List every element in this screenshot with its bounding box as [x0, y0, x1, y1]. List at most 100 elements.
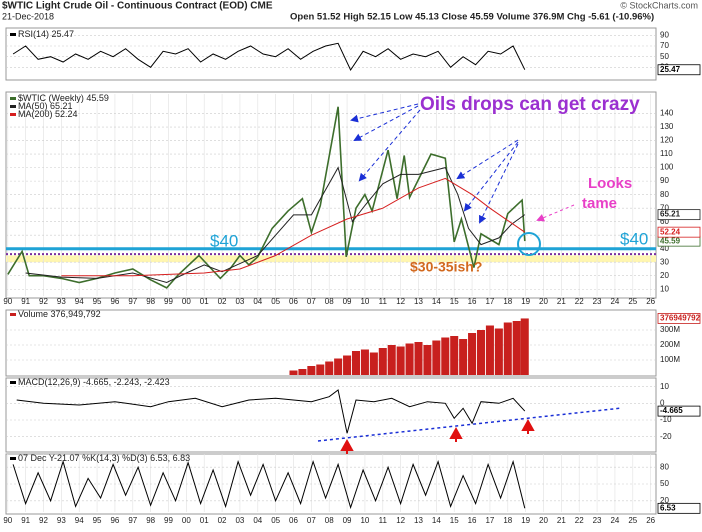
arrow	[479, 143, 519, 224]
x-tick-label: 25	[628, 297, 637, 306]
x-tick-label: 22	[575, 297, 584, 306]
x-tick-label: 06	[289, 516, 298, 525]
y-tick-label: 80	[660, 462, 669, 471]
volume-bar	[494, 328, 503, 375]
legend-entry: RSI(14) 25.47	[18, 29, 74, 39]
y-tick-label: 0	[660, 398, 665, 407]
legend-entry: MACD(12,26,9) -4.665, -2.243, -2.423	[18, 377, 170, 387]
volume-bar	[289, 370, 298, 375]
up-arrow	[521, 418, 535, 434]
legend-name: RSI(14)	[18, 29, 49, 39]
volume-bar	[334, 358, 343, 375]
header-quote: Open 51.52 High 52.15 Low 45.13 Close 45…	[290, 12, 654, 23]
y-tick-label: -20	[660, 432, 672, 441]
x-tick-label: 13	[414, 297, 423, 306]
volume-bar	[414, 342, 423, 375]
last-value-label: 376949792	[660, 314, 701, 323]
arrow	[358, 109, 421, 182]
volume-bar	[441, 337, 450, 375]
x-tick-label: 97	[128, 516, 137, 525]
x-tick-label: 15	[450, 516, 459, 525]
x-tick-label: 26	[646, 297, 655, 306]
x-tick-label: 17	[485, 297, 494, 306]
highlight-circle	[517, 232, 541, 256]
x-tick-label: 07	[307, 297, 316, 306]
arrow	[463, 141, 519, 212]
y-tick-label: 100	[660, 163, 674, 172]
volume-bar	[378, 348, 387, 375]
arrow	[350, 103, 419, 123]
x-tick-label: 20	[539, 297, 548, 306]
x-tick-label: 12	[396, 297, 405, 306]
annotation: $40	[210, 231, 238, 250]
x-tick-label: 03	[235, 297, 244, 306]
x-tick-label: 90	[3, 297, 12, 306]
x-tick-label: 14	[432, 297, 441, 306]
x-tick-label: 21	[557, 297, 566, 306]
volume-bar	[405, 343, 414, 375]
x-tick-label: 16	[468, 516, 477, 525]
volume-bar	[307, 366, 316, 375]
y-tick-label: 200M	[660, 340, 680, 349]
arrow	[536, 204, 575, 222]
y-tick-label: 40	[660, 244, 669, 253]
volume-bar	[432, 340, 441, 375]
x-tick-label: 92	[39, 297, 48, 306]
volume-bar	[520, 318, 529, 375]
last-value-box	[657, 313, 701, 324]
x-tick-label: 94	[75, 297, 84, 306]
y-tick-label: 50	[660, 52, 669, 61]
y-tick-label: 100M	[660, 355, 680, 364]
y-tick-label: 50	[660, 479, 669, 488]
support-band	[6, 255, 656, 263]
y-tick-label: 10	[660, 284, 669, 293]
volume-bar	[351, 351, 361, 375]
legend-name: Volume	[18, 309, 48, 319]
y-tick-label: 90	[660, 30, 669, 39]
legend-value: -4.665, -2.243, -2.423	[83, 377, 170, 387]
x-tick-label: 92	[39, 516, 48, 525]
x-tick-label: 18	[503, 297, 512, 306]
y-tick-label: 30	[660, 257, 669, 266]
last-value-box	[657, 502, 701, 514]
x-tick-label: 01	[200, 516, 209, 525]
series-line	[7, 106, 526, 289]
x-tick-label: 11	[379, 297, 388, 306]
legend-value: 376,949,792	[51, 309, 101, 319]
last-value-box	[657, 64, 701, 76]
x-tick-label: 07	[307, 516, 316, 525]
y-tick-label: 110	[660, 149, 673, 158]
x-tick-label: 16	[468, 297, 477, 306]
legend-entry: MA(200) 52.24	[18, 109, 78, 119]
legend-swatch	[10, 457, 16, 460]
x-tick-label: 17	[485, 516, 494, 525]
volume-bar	[325, 361, 334, 375]
header-title: $WTIC Light Crude Oil - Continuous Contr…	[2, 1, 273, 12]
x-tick-label: 21	[557, 516, 566, 525]
volume-bar	[343, 355, 352, 375]
arrow	[353, 105, 419, 141]
x-tick-label: 03	[235, 516, 244, 525]
x-tick-label: 00	[182, 516, 191, 525]
legend-name: $WTIC (Weekly)	[18, 93, 84, 103]
volume-bar	[450, 336, 459, 375]
legend-swatch	[10, 97, 16, 100]
x-tick-label: 25	[628, 516, 637, 525]
legend-swatch	[10, 33, 16, 36]
x-tick-label: 90	[3, 516, 12, 525]
x-tick-label: 18	[503, 516, 512, 525]
x-tick-label: 05	[271, 516, 280, 525]
y-tick-label: 140	[660, 109, 674, 118]
y-tick-label: 70	[660, 41, 669, 50]
y-tick-label: 120	[660, 136, 674, 145]
legend-swatch	[10, 105, 16, 108]
last-value-label: 6.53	[660, 503, 676, 512]
x-tick-label: 09	[343, 516, 352, 525]
legend-name: MACD(12,26,9)	[18, 377, 81, 387]
x-tick-label: 24	[610, 297, 619, 306]
x-tick-label: 09	[343, 297, 352, 306]
price-panel	[5, 91, 657, 299]
y-tick-label: 20	[660, 496, 669, 505]
y-tick-label: 80	[660, 190, 669, 199]
